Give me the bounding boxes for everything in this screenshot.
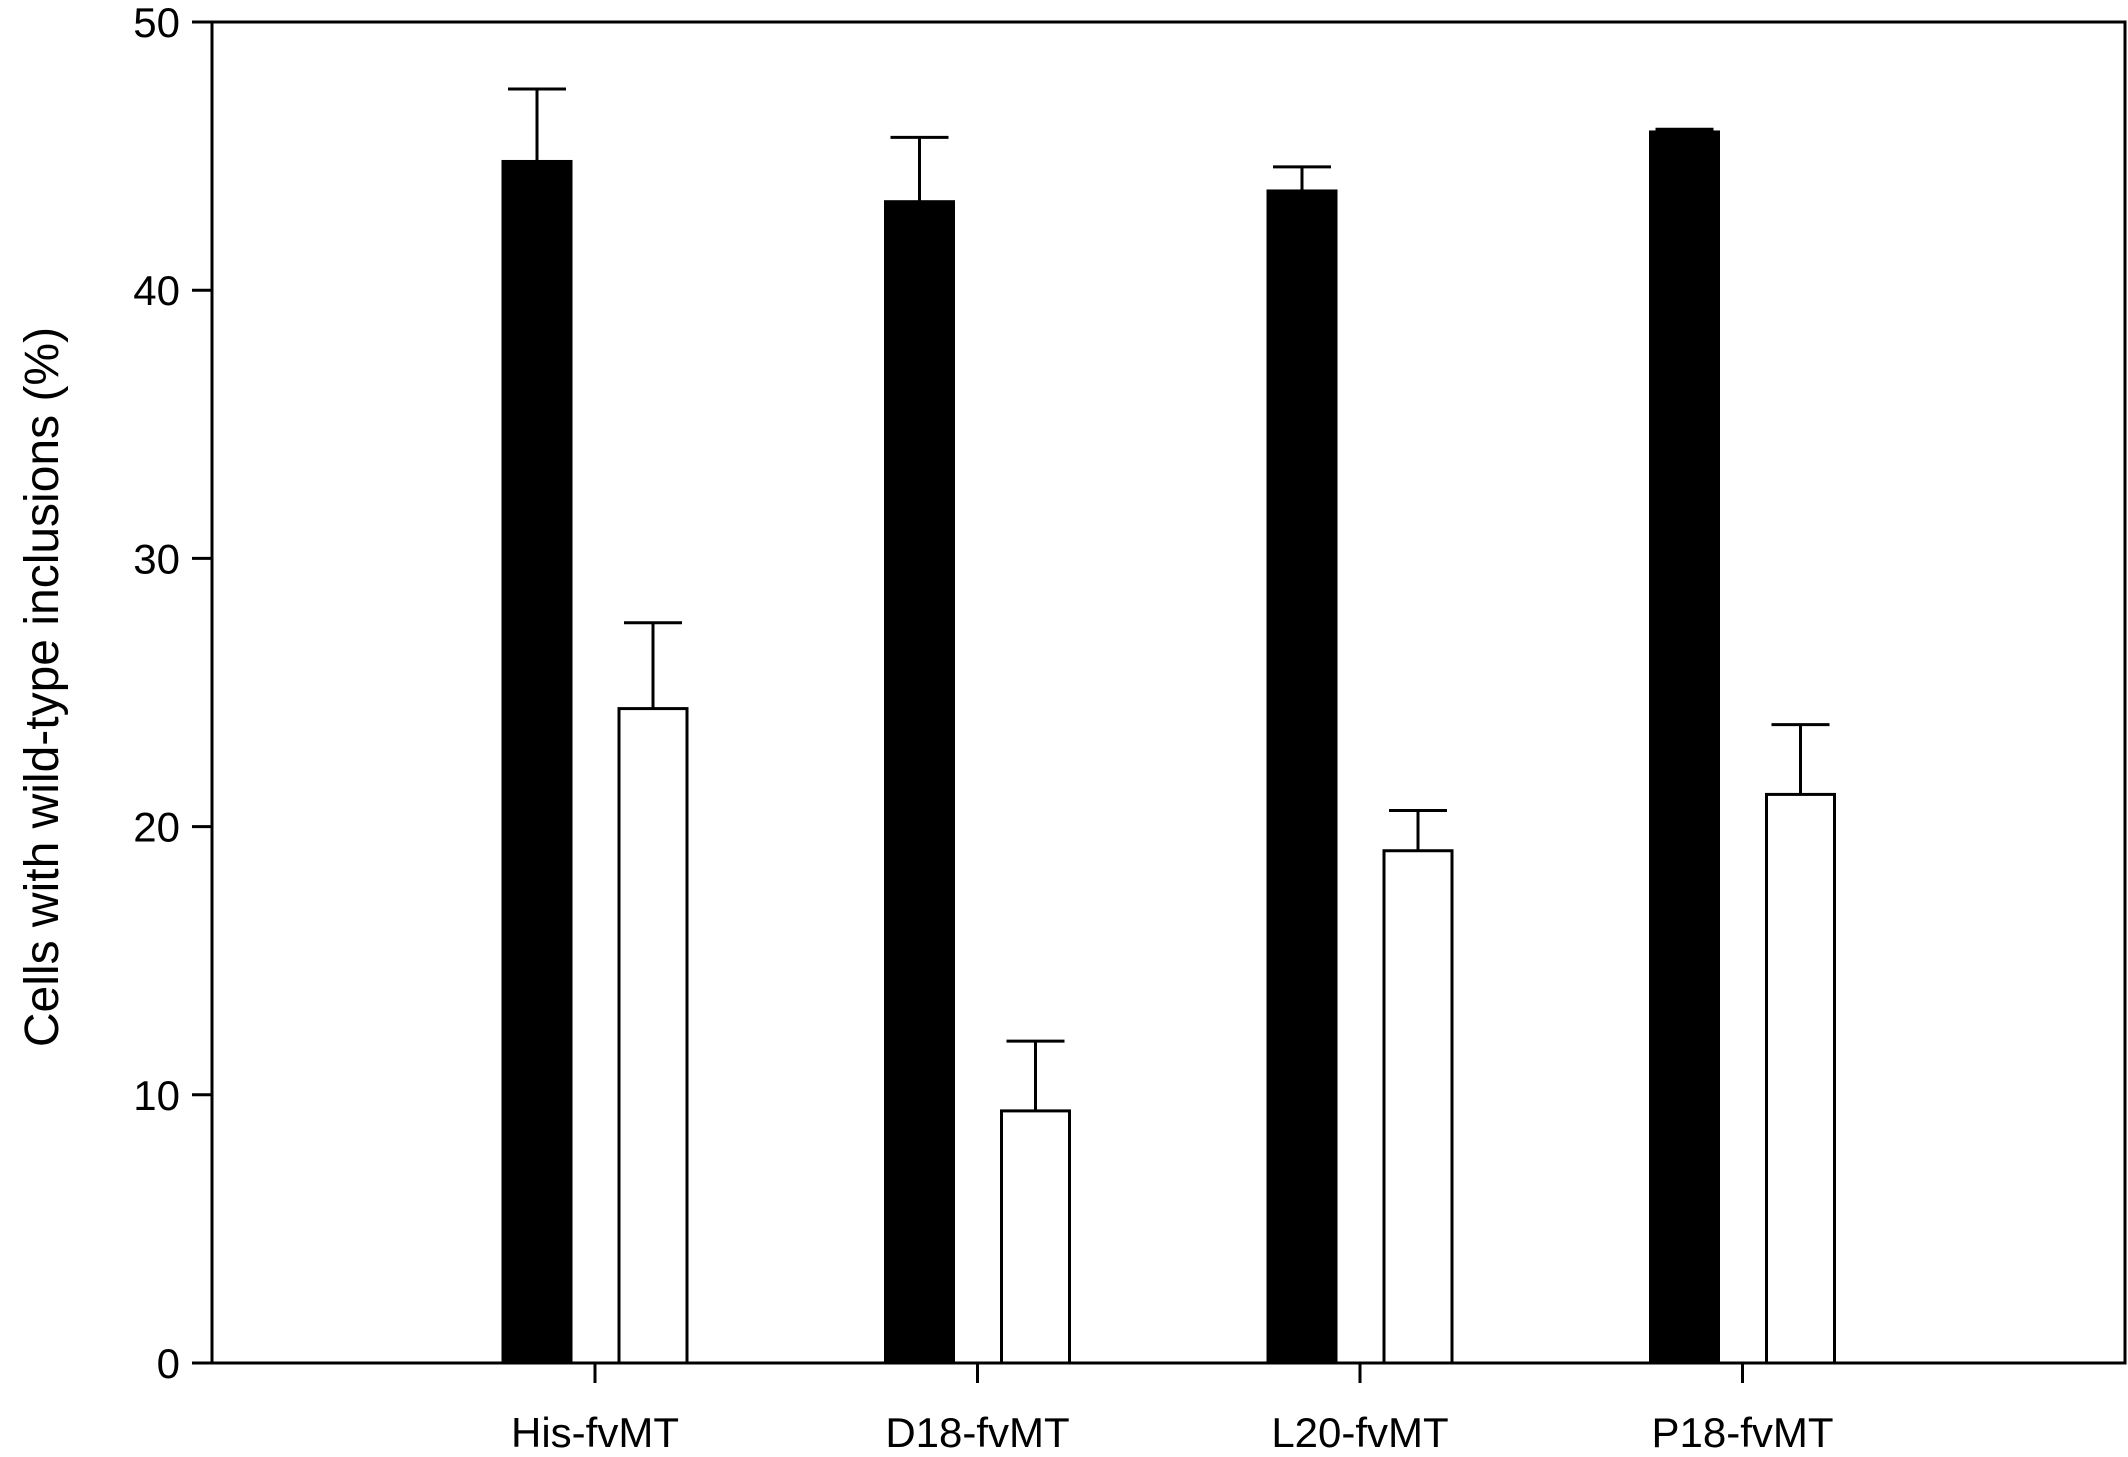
y-tick-label: 40 [133,267,180,314]
x-tick-label: L20-fvMT [1271,1409,1448,1456]
plot-frame [210,20,2127,1365]
y-tick-label: 30 [133,535,180,582]
bar [1649,130,1720,1365]
bars [501,130,1836,1365]
plot-area [210,20,2127,1365]
bar [1382,849,1454,1365]
y-tick-label: 20 [133,804,180,851]
y-tick-label: 10 [133,1072,180,1119]
bar [501,159,573,1365]
bar [1000,1109,1071,1365]
y-axis-title: Cells with wild-type inclusions (%) [16,327,69,1047]
x-tick-label: P18-fvMT [1651,1409,1833,1456]
x-tick-label: His-fvMT [511,1409,679,1456]
bar [1765,792,1836,1365]
bar [617,707,689,1365]
error-bars [508,87,1830,1111]
bar [884,200,955,1365]
y-tick-label: 0 [157,1340,180,1387]
bar [1266,189,1338,1365]
x-tick-label: D18-fvMT [885,1409,1069,1456]
x-axis: His-fvMT D18-fvMT L20-fvMT P18-fvMT [511,1363,1834,1456]
y-axis: 0 10 20 30 40 50 [133,0,212,1387]
y-tick-label: 50 [133,0,180,46]
